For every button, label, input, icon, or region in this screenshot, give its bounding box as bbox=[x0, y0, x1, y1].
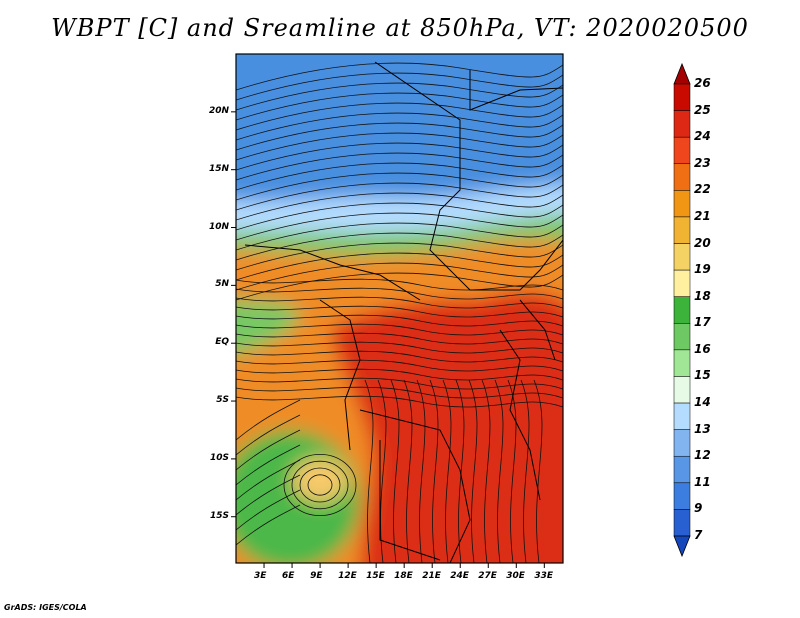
colorbar-bottom-arrow bbox=[673, 535, 691, 558]
colorbar-level-label: 12 bbox=[694, 448, 711, 463]
lon-tick-label: 30E bbox=[506, 571, 525, 581]
colorbar-level-label: 25 bbox=[694, 102, 711, 117]
colorbar-level-label: 23 bbox=[694, 155, 711, 170]
colorbar-swatch bbox=[673, 163, 691, 191]
lat-tick-label: 10S bbox=[209, 452, 229, 463]
colorbar-swatch bbox=[673, 83, 691, 111]
colorbar-level-label: 20 bbox=[694, 235, 711, 250]
lon-tick-label: 21E bbox=[422, 571, 441, 581]
colorbar-level-label: 11 bbox=[694, 474, 711, 489]
colorbar-swatch bbox=[673, 216, 691, 244]
colorbar-level-label: 19 bbox=[694, 262, 711, 277]
country-boundaries bbox=[244, 61, 563, 563]
colorbar-swatch bbox=[673, 455, 691, 484]
lon-tick-label: 6E bbox=[282, 571, 295, 581]
lat-tick-label: 15N bbox=[208, 163, 229, 174]
axis-ticks bbox=[231, 111, 545, 568]
lon-tick-label: 9E bbox=[310, 571, 323, 581]
lon-tick-label: 3E bbox=[254, 571, 267, 581]
lat-tick-label: 5S bbox=[216, 395, 229, 406]
colorbar-level-label: 13 bbox=[694, 421, 711, 436]
chart-title: WBPT [C] and Sreamline at 850hPa, VT: 20… bbox=[51, 14, 749, 42]
colorbar-swatch bbox=[673, 190, 691, 218]
wbpt-field bbox=[236, 54, 563, 563]
colorbar-swatch bbox=[673, 402, 691, 430]
colorbar-swatch bbox=[673, 296, 691, 324]
colorbar-swatch bbox=[673, 243, 691, 271]
grads-credit: GrADS: IGES/COLA bbox=[4, 603, 87, 612]
lat-tick-label: 10N bbox=[208, 221, 229, 232]
colorbar-swatch bbox=[673, 509, 691, 537]
lon-tick-label: 33E bbox=[534, 571, 553, 581]
colorbar-swatch bbox=[673, 349, 691, 377]
colorbar-level-label: 7 bbox=[694, 528, 703, 542]
colorbar-level-label: 22 bbox=[694, 182, 711, 197]
colorbar-swatch bbox=[673, 482, 691, 510]
colorbar-level-label: 15 bbox=[694, 368, 711, 383]
colorbar-swatch bbox=[673, 269, 691, 297]
colorbar bbox=[673, 62, 691, 558]
colorbar-level-label: 9 bbox=[694, 501, 703, 516]
lon-tick-label: 27E bbox=[478, 571, 497, 581]
colorbar-level-label: 26 bbox=[694, 76, 711, 90]
colorbar-swatch bbox=[673, 110, 691, 138]
lat-tick-label: 15S bbox=[209, 510, 229, 521]
lon-tick-label: 24E bbox=[450, 571, 469, 581]
lon-tick-label: 18E bbox=[394, 571, 413, 581]
colorbar-top-arrow bbox=[673, 62, 691, 85]
lon-tick-label: 15E bbox=[366, 571, 385, 581]
colorbar-level-label: 21 bbox=[694, 208, 711, 223]
colorbar-swatch bbox=[673, 323, 691, 351]
colorbar-swatch bbox=[673, 429, 691, 457]
colorbar-level-label: 17 bbox=[694, 315, 711, 330]
lon-tick-label: 12E bbox=[338, 571, 357, 581]
colorbar-swatch bbox=[673, 376, 691, 404]
lat-tick-label: 5N bbox=[215, 279, 229, 290]
colorbar-level-label: 18 bbox=[694, 288, 711, 303]
map-frame bbox=[235, 53, 564, 564]
colorbar-level-label: 24 bbox=[694, 129, 711, 144]
lat-tick-label: EQ bbox=[215, 337, 229, 348]
colorbar-swatch bbox=[673, 136, 691, 165]
colorbar-level-label: 16 bbox=[694, 341, 711, 356]
colorbar-level-label: 14 bbox=[694, 395, 711, 410]
lat-tick-label: 20N bbox=[208, 105, 229, 116]
